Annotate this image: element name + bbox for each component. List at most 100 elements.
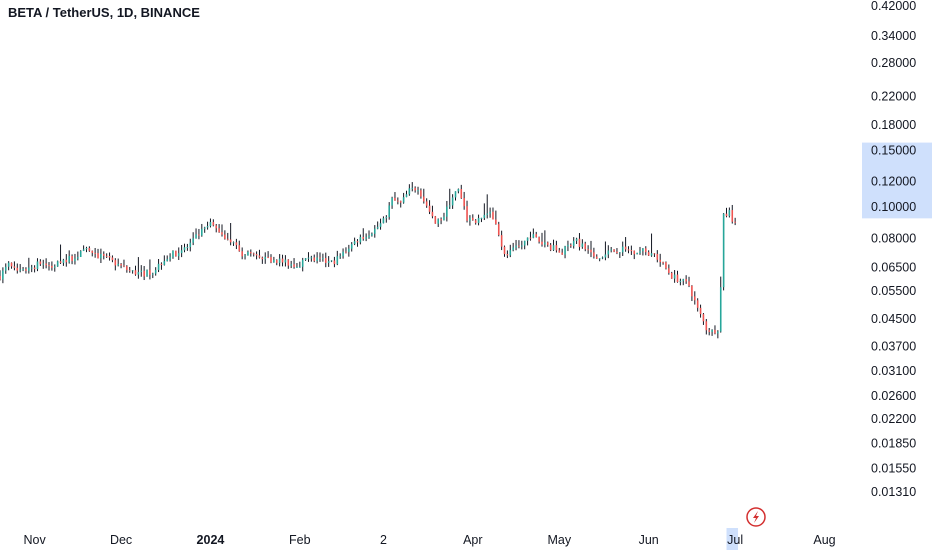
candle-down bbox=[25, 269, 27, 271]
candle-down bbox=[492, 211, 494, 220]
candle-down bbox=[590, 249, 592, 253]
candle-up bbox=[457, 189, 460, 192]
candle-up bbox=[244, 255, 246, 257]
candle-up bbox=[717, 331, 719, 334]
candle-down bbox=[149, 269, 151, 275]
candle-down bbox=[647, 252, 650, 256]
candle-up bbox=[443, 216, 445, 221]
candle-up bbox=[316, 257, 318, 261]
candle-up bbox=[642, 248, 644, 252]
price-tick-label: 0.05500 bbox=[871, 284, 916, 298]
candle-down bbox=[584, 243, 587, 250]
candle-down bbox=[570, 244, 572, 247]
candle-down bbox=[212, 221, 215, 226]
candle-up bbox=[408, 188, 411, 195]
candle-down bbox=[16, 267, 19, 271]
candle-down bbox=[128, 270, 131, 272]
price-tick-label: 0.28000 bbox=[871, 56, 916, 70]
candle-down bbox=[48, 265, 50, 267]
candle-down bbox=[362, 236, 365, 239]
candle-down bbox=[275, 259, 278, 263]
candle-down bbox=[250, 251, 252, 254]
candle-down bbox=[644, 248, 647, 253]
time-axis: Nov Dec 2024 Feb 2 Apr May Jun Jul Aug bbox=[23, 533, 835, 547]
candle-up bbox=[448, 205, 451, 207]
candle-up bbox=[74, 258, 76, 262]
price-tick-label: 0.12000 bbox=[871, 175, 916, 189]
candle-up bbox=[515, 245, 517, 248]
candle-up bbox=[62, 259, 65, 263]
candle-up bbox=[85, 247, 88, 250]
candle-down bbox=[506, 254, 509, 256]
candle-down bbox=[659, 259, 661, 263]
candle-up bbox=[348, 248, 350, 252]
candle-down bbox=[693, 296, 696, 301]
candle-up bbox=[719, 287, 722, 332]
candle-down bbox=[518, 245, 520, 247]
candle-up bbox=[30, 267, 33, 269]
candle-down bbox=[241, 251, 243, 257]
candle-down bbox=[160, 263, 163, 265]
candle-up bbox=[575, 238, 578, 241]
candle-down bbox=[267, 257, 269, 259]
candle-down bbox=[422, 196, 425, 202]
candle-up bbox=[206, 226, 209, 228]
candle-up bbox=[7, 262, 10, 267]
candle-up bbox=[56, 261, 59, 267]
candle-down bbox=[714, 329, 716, 334]
candle-up bbox=[711, 329, 713, 332]
candle-down bbox=[627, 249, 630, 251]
candle-down bbox=[258, 255, 261, 258]
candle-up bbox=[402, 197, 405, 203]
candle-up bbox=[137, 271, 140, 275]
candle-down bbox=[431, 211, 434, 217]
candle-up bbox=[567, 244, 569, 247]
candle-up bbox=[100, 253, 102, 259]
candle-up bbox=[411, 187, 414, 189]
candle-up bbox=[371, 233, 373, 236]
candle-down bbox=[593, 252, 595, 257]
price-tick-label: 0.18000 bbox=[871, 118, 916, 132]
candle-down bbox=[474, 220, 477, 223]
time-tick-label: Aug bbox=[813, 533, 835, 547]
candle-down bbox=[500, 235, 503, 247]
candle-down bbox=[238, 245, 241, 252]
price-tick-label: 0.03700 bbox=[871, 339, 916, 353]
candle-up bbox=[650, 253, 653, 256]
candle-up bbox=[621, 246, 624, 253]
candle-down bbox=[134, 270, 137, 275]
candle-down bbox=[705, 321, 708, 331]
candle-up bbox=[417, 190, 419, 192]
candle-up bbox=[480, 217, 483, 219]
candle-down bbox=[221, 232, 223, 235]
candle-up bbox=[359, 236, 362, 243]
candle-down bbox=[270, 257, 272, 263]
candle-up bbox=[146, 269, 148, 277]
candle-down bbox=[399, 200, 402, 203]
candle-down bbox=[397, 200, 399, 202]
candle-down bbox=[175, 250, 177, 257]
candle-up bbox=[152, 273, 154, 275]
price-tick-label: 0.42000 bbox=[871, 0, 916, 13]
candle-up bbox=[301, 259, 304, 267]
candle-down bbox=[529, 237, 532, 239]
candle-up bbox=[154, 270, 157, 274]
candle-up bbox=[572, 240, 575, 247]
flash-badge[interactable] bbox=[746, 507, 766, 527]
time-tick-label: Apr bbox=[463, 533, 482, 547]
candle-down bbox=[324, 257, 327, 263]
candle-up bbox=[368, 235, 370, 238]
candle-up bbox=[28, 267, 30, 271]
lightning-icon bbox=[753, 511, 759, 523]
candle-down bbox=[662, 262, 664, 264]
price-tick-label: 0.08000 bbox=[871, 231, 916, 245]
candle-down bbox=[688, 281, 690, 286]
candle-down bbox=[434, 216, 437, 224]
candle-up bbox=[353, 241, 356, 245]
candle-up bbox=[180, 250, 183, 254]
candle-up bbox=[373, 228, 376, 234]
candle-up bbox=[42, 263, 45, 265]
price-tick-label: 0.04500 bbox=[871, 312, 916, 326]
candle-down bbox=[114, 260, 117, 266]
